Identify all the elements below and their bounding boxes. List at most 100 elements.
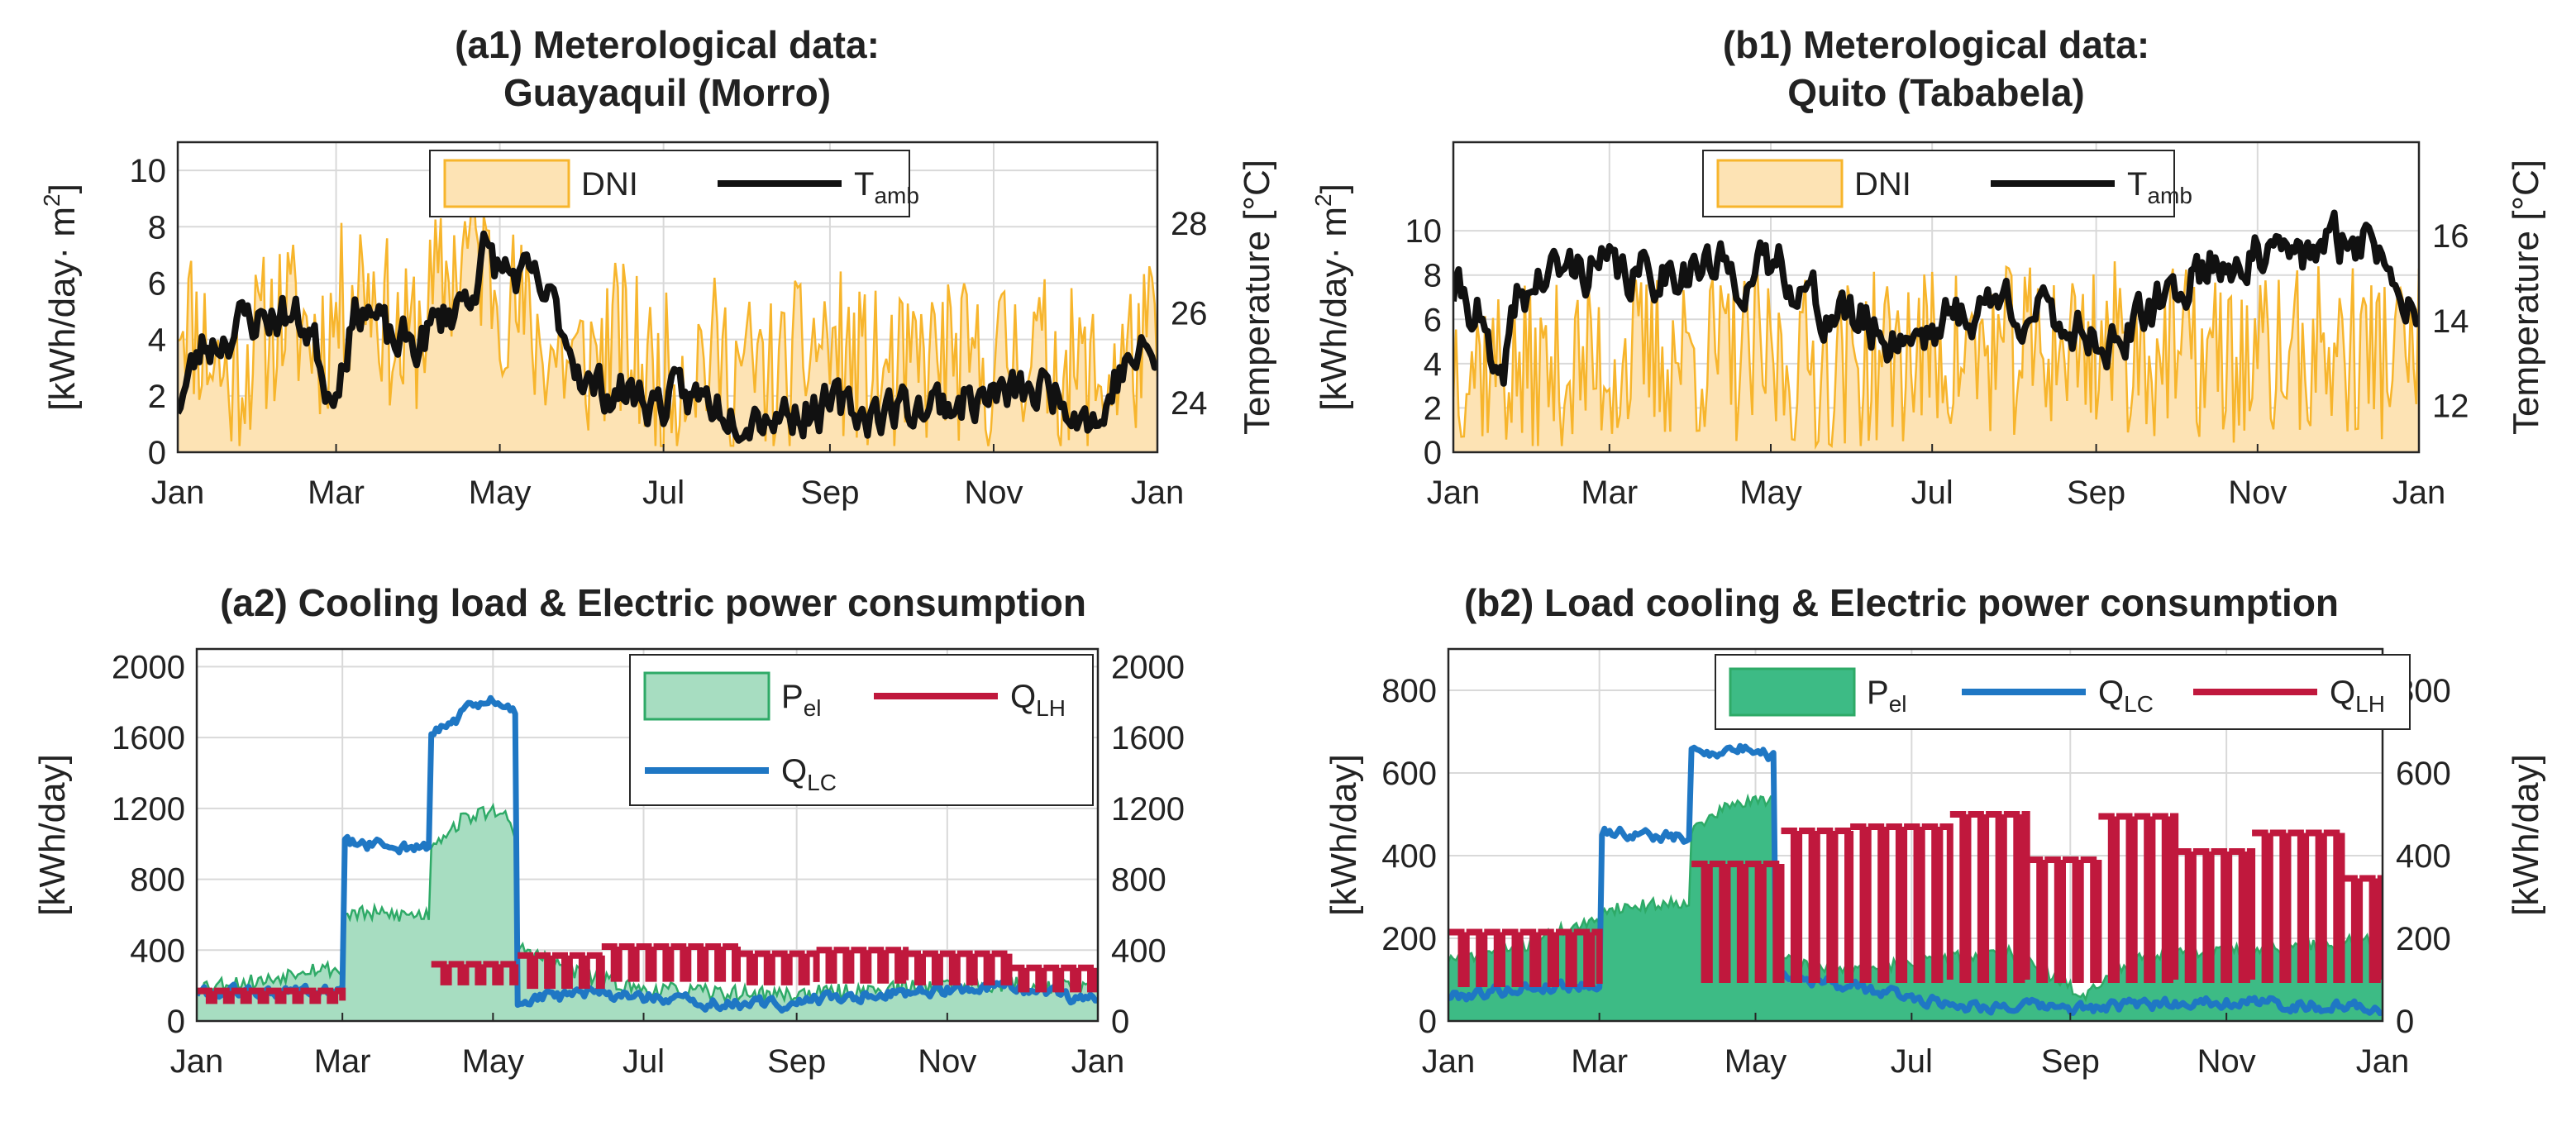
x-tick-label: Sep [800,475,859,511]
chart-title: Guayaquil (Morro) [503,71,831,114]
legend-label-main: P [781,679,804,715]
y-right-axis-label: [kWh/day] [2506,754,2546,916]
series-line-T_amb [1453,209,2419,387]
chart-title: (a2) Cooling load & Electric power consu… [220,581,1086,624]
y-left-tick-label: 0 [1424,435,1442,471]
y-left-axis-label-main: [kWh/day· m [1314,207,1354,411]
chart-b1: (b1) Meterological data: Quito (Tababela)… [1310,23,2546,511]
y-right-tick-label: 800 [1111,862,1166,899]
x-tick-label: Sep [767,1043,826,1080]
legend-label-main: DNI [581,166,638,203]
y-left-axis-label-end: ] [1314,184,1354,193]
y-left-tick-label: 800 [130,862,185,899]
x-tick-label: Nov [2228,475,2287,511]
legend-label: QLC [2098,675,2154,717]
y-right-tick-label: 1200 [1111,791,1185,828]
plot-frame [1452,141,2421,454]
legend-label-sub: el [804,695,822,721]
plot-frame [176,141,1159,454]
x-tick-label: Jan [151,475,205,511]
y-left-tick-label: 1200 [112,791,185,828]
x-tick-label: Nov [964,475,1023,511]
legend-label-main: P [1867,675,1889,711]
y-left-tick-label: 0 [148,435,166,471]
y-left-tick-label: 2 [1424,390,1442,427]
legend-swatch [1729,667,1856,717]
y-right-tick-label: 400 [2396,838,2451,875]
x-tick-label: May [469,475,532,511]
series-layer [178,176,1157,452]
legend-label-main: Q [2330,675,2355,711]
legend-label: Pel [781,679,821,721]
x-tick-label: May [1739,475,1802,511]
x-tick-label: Jan [1131,475,1185,511]
x-tick-label: Sep [2041,1043,2100,1080]
x-tick-label: Jan [2392,475,2446,511]
chart-a1: (a1) Meterological data: Guayaquil (Morro… [39,23,1277,511]
y-left-tick-label: 2 [148,379,166,415]
legend-label-sub: amb [2147,183,2192,208]
x-tick-label: Jan [2356,1043,2410,1080]
y-left-tick-label: 10 [1405,213,1443,250]
chart-a2: (a2) Cooling load & Electric power consu… [32,581,1185,1080]
y-left-tick-label: 0 [167,1004,185,1040]
x-tick-label: Nov [918,1043,976,1080]
legend-swatch [1716,159,1844,208]
legend-label: DNI [581,166,638,203]
series-line-Q_LH [1448,811,2383,987]
y-right-tick-label: 14 [2432,303,2469,340]
y-left-axis-label-main: [kWh/day· m [42,207,83,411]
x-tick-label: Jan [1422,1043,1476,1080]
y-left-axis-label-sup: 2 [39,193,64,207]
y-right-tick-label: 24 [1171,385,1208,422]
y-right-tick-label: 16 [2432,218,2469,255]
x-tick-label: Jan [1427,475,1481,511]
y-right-tick-label: 600 [2396,756,2451,792]
legend-label-sub: LC [807,770,837,795]
y-left-tick-label: 600 [1381,756,1437,792]
legend-label: QLH [1010,679,1066,721]
y-left-tick-label: 400 [130,933,185,969]
chart-title: Quito (Tababela) [1787,71,2085,114]
y-left-axis-label: [kWh/day· m2] [39,184,83,411]
x-tick-label: Jul [1911,475,1953,511]
y-left-tick-label: 6 [148,265,166,302]
legend-label-main: Q [2098,675,2124,711]
legend-label-main: T [2127,166,2147,203]
y-left-axis-label: [kWh/day· m2] [1310,184,1354,411]
legend-label-main: T [854,166,874,203]
series-line-T_amb [178,230,1157,444]
y-right-tick-label: 0 [1111,1004,1129,1040]
legend: DNI Tamb [1702,150,2192,217]
legend-label: DNI [1854,166,1911,203]
y-right-tick-label: 12 [2432,388,2469,424]
y-left-tick-label: 4 [1424,346,1442,383]
y-left-tick-label: 800 [1381,673,1437,709]
x-tick-label: Jul [642,475,685,511]
x-tick-label: Mar [1581,475,1638,511]
x-tick-label: Jan [170,1043,224,1080]
legend-label-sub: LC [2124,691,2154,717]
y-left-tick-label: 0 [1419,1004,1437,1040]
chart-title: (a1) Meterological data: [455,23,880,66]
y-right-axis-label: Temperature [°C] [2506,160,2546,435]
legend-label-main: DNI [1854,166,1911,203]
y-right-tick-label: 1600 [1111,720,1185,756]
series-line-Q_LC [197,694,1098,1014]
x-tick-label: May [462,1043,525,1080]
legend: DNI Tamb [429,150,919,217]
series-layer [197,694,1098,1021]
legend-label-main: Q [1010,679,1036,715]
y-right-tick-label: 2000 [1111,649,1185,685]
y-left-axis-label-main: [kWh/day] [32,754,73,916]
series-area-P_el [197,805,1098,1021]
y-left-axis-label-end: ] [42,184,83,193]
legend-label: QLH [2330,675,2385,717]
x-tick-label: Nov [2197,1043,2256,1080]
y-right-tick-label: 26 [1171,296,1208,332]
y-right-tick-label: 400 [1111,933,1166,969]
series-line-Q_LH [197,943,1098,1004]
x-tick-label: Mar [1571,1043,1628,1080]
